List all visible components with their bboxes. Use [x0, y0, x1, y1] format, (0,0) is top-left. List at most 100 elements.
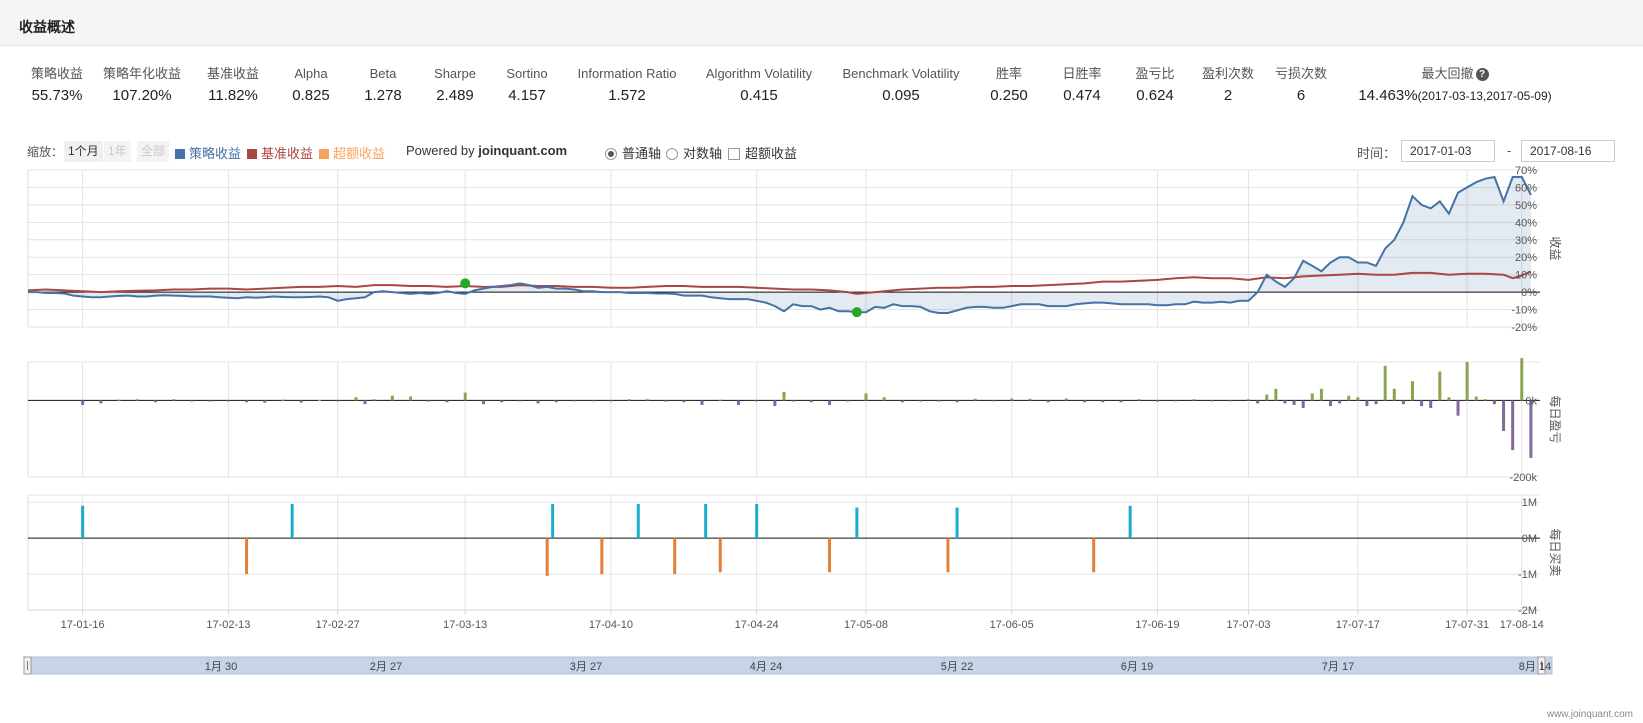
legend-excess-label: 超额收益: [333, 146, 386, 161]
metric-value: 0.095: [882, 87, 920, 104]
metric-label: Information Ratio: [577, 66, 677, 81]
trade-tick-label: -1M: [1518, 569, 1537, 581]
pnl-bar: [500, 400, 504, 403]
pnl-bar: [1429, 400, 1433, 408]
legend-benchmark[interactable]: 基准收益: [247, 143, 313, 162]
pnl-bar: [1474, 396, 1478, 401]
axis-log-radio[interactable]: 对数轴: [666, 143, 722, 162]
pnl-bar: [1028, 398, 1032, 401]
pnl-bar: [245, 400, 249, 403]
checkbox-icon: [728, 148, 740, 160]
returns-tick-label: -10%: [1511, 305, 1537, 317]
trade-bar: [828, 538, 832, 573]
pnl-bar: [354, 397, 358, 401]
pnl-bar: [591, 400, 595, 402]
pnl-bar: [1174, 400, 1178, 402]
pnl-bar: [1365, 400, 1369, 407]
x-tick-label: 17-06-05: [990, 619, 1034, 631]
navigator-tick-label: 5月 22: [941, 661, 973, 673]
zoom-all-button[interactable]: 全部: [137, 141, 170, 162]
pnl-bar: [937, 400, 941, 402]
excess-checkbox[interactable]: 超额收益: [728, 143, 797, 162]
pnl-bar: [1119, 400, 1123, 403]
pnl-bar: [755, 400, 759, 402]
excess-checkbox-label: 超额收益: [745, 146, 798, 161]
axis-normal-radio[interactable]: 普通轴: [605, 143, 661, 162]
pnl-bar: [1301, 400, 1305, 408]
pnl-bar: [299, 400, 303, 403]
pnl-bar: [1465, 362, 1469, 401]
pnl-bar: [1456, 400, 1460, 416]
metric-label: Alpha: [294, 66, 328, 81]
axis-log-label: 对数轴: [683, 146, 723, 161]
pnl-bar: [991, 400, 995, 402]
metric-2: 基准收益 11.82%: [153, 64, 313, 108]
strategy-line: [28, 175, 1532, 314]
pnl-axis-title: 每日盈亏: [1548, 395, 1563, 443]
returns-axis-title: 收益: [1548, 236, 1562, 260]
help-icon[interactable]: ?: [1475, 68, 1489, 81]
pnl-bar: [1329, 400, 1333, 407]
pnl-bar: [81, 400, 85, 405]
trade-bar: [704, 503, 708, 539]
trade-bar: [245, 538, 249, 575]
pnl-tick-label: -200k: [1509, 472, 1537, 484]
date-to-input[interactable]: [1521, 140, 1615, 162]
legend-benchmark-swatch: [247, 149, 257, 159]
legend-strategy-swatch: [175, 149, 185, 159]
metric-value: 0.825: [292, 87, 330, 104]
trade-bar: [673, 538, 677, 575]
pnl-bar: [1228, 400, 1232, 402]
chart-toolbar: 缩放： 1个月 1年 全部 策略收益 基准收益 超额收益 Powered by …: [0, 138, 1643, 166]
max-drawdown-period: (2017-03-13,2017-05-09): [1417, 89, 1552, 103]
pnl-bar: [99, 400, 103, 404]
metric-label: 策略年化收益: [102, 66, 181, 81]
pnl-bar: [336, 400, 340, 402]
zoom-1y-button[interactable]: 1年: [104, 141, 131, 162]
pnl-bar: [1529, 400, 1533, 458]
trade-bar: [1092, 538, 1096, 573]
pnl-bar: [1483, 399, 1487, 401]
metric-value: 6: [1296, 87, 1306, 104]
trade-bar: [946, 538, 950, 573]
pnl-bar: [682, 400, 686, 403]
metric-value: 107.20%: [112, 87, 172, 104]
pnl-bar: [782, 391, 786, 401]
pnl-bar: [700, 400, 704, 405]
x-tick-label: 17-07-17: [1336, 619, 1380, 631]
trade-bar: [755, 503, 759, 539]
radio-unchecked-icon: [666, 148, 678, 160]
x-tick-label: 17-05-08: [844, 619, 888, 631]
metrics-row: 策略收益 55.73% 策略年化收益 107.20% 基准收益 11.82% Alpha 0.…: [0, 64, 1643, 114]
returns-tick-label: 50%: [1515, 200, 1537, 212]
x-tick-label: 17-07-03: [1227, 619, 1271, 631]
metric-3: Alpha 0.825: [231, 64, 391, 108]
pnl-bar: [1292, 400, 1296, 405]
legend-strategy[interactable]: 策略收益: [175, 143, 241, 162]
date-from-input[interactable]: [1401, 140, 1495, 162]
navigator-tick-label: 3月 27: [570, 661, 602, 673]
metric-9: Benchmark Volatility 0.095: [821, 64, 981, 108]
metric-value: 55.73%: [31, 87, 83, 104]
zoom-1m-button[interactable]: 1个月: [64, 141, 103, 162]
time-label: 时间：: [1357, 146, 1397, 161]
powered-prefix: Powered by: [406, 143, 479, 158]
metric-12: 盈亏比 0.624: [1075, 64, 1235, 108]
trade-bar: [545, 538, 549, 576]
metric-14: 亏损次数 6: [1221, 64, 1381, 108]
returns-tick-label: -20%: [1511, 322, 1537, 334]
metric-label: 盈亏比: [1135, 66, 1175, 81]
pnl-bar: [1401, 400, 1405, 405]
pnl-bar: [226, 400, 230, 402]
metric-value: 0.415: [740, 87, 778, 104]
max-drawdown-value: 14.463%: [1358, 87, 1418, 104]
navigator-tick-label: 1月 30: [205, 661, 237, 673]
pnl-bar: [1265, 394, 1269, 401]
legend-excess[interactable]: 超额收益: [319, 143, 385, 162]
pnl-bar: [627, 399, 631, 401]
pnl-bar: [664, 400, 668, 402]
pnl-bar: [736, 400, 740, 405]
legend-benchmark-label: 基准收益: [261, 146, 314, 161]
metric-value: 11.82%: [208, 87, 258, 104]
